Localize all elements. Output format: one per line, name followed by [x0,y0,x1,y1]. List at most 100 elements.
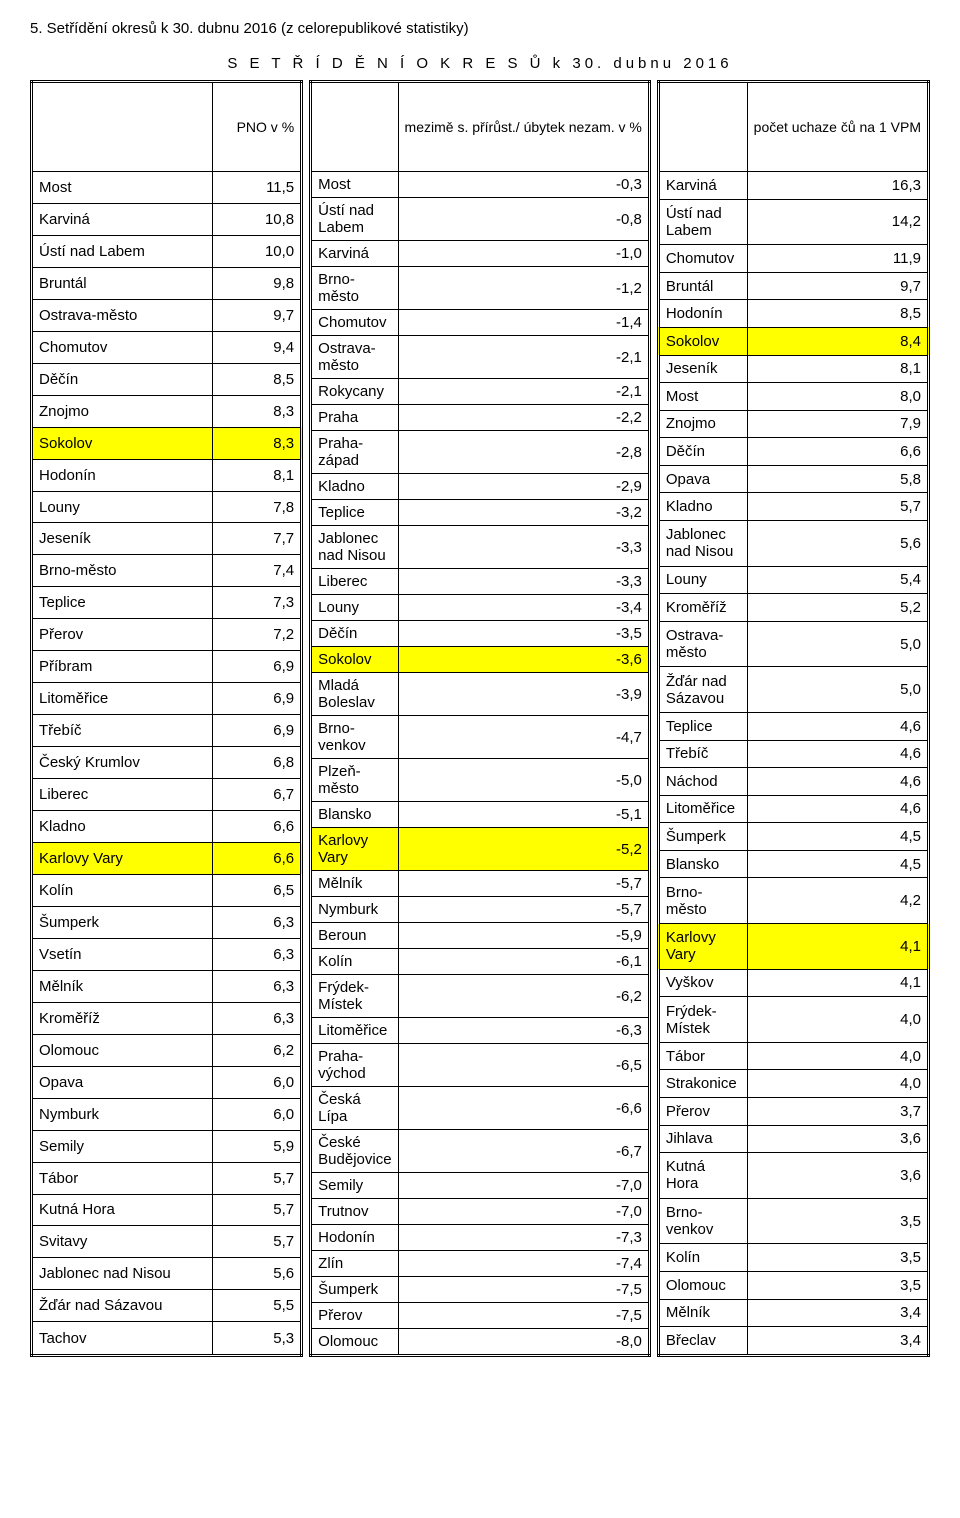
table-row: Bruntál9,8 [32,267,302,299]
table-pno: PNO v % Most11,5Karviná10,8Ústí nad Labe… [30,80,303,1357]
district-value: 6,3 [213,1002,302,1034]
district-name: Břeclav [658,1327,747,1356]
district-name: Karlovy Vary [311,828,398,871]
table-row: Teplice7,3 [32,587,302,619]
district-value: 14,2 [747,199,928,245]
table-row: Olomouc6,2 [32,1034,302,1066]
table-row: Kutná Hora5,7 [32,1194,302,1226]
table-row: Jihlava3,6 [658,1125,928,1153]
district-name: Semily [311,1173,398,1199]
table-row: Děčín6,6 [658,438,928,466]
district-name: Třebíč [658,740,747,768]
table-row: Frýdek-Místek-6,2 [311,975,650,1018]
district-value: 5,0 [747,621,928,667]
table-row: Šumperk-7,5 [311,1277,650,1303]
district-value: -6,1 [398,949,649,975]
district-value: 5,7 [747,493,928,521]
district-value: -5,9 [398,923,649,949]
district-name: Karviná [311,241,398,267]
district-value: 6,3 [213,970,302,1002]
district-value: 10,0 [213,235,302,267]
district-value: -1,4 [398,310,649,336]
district-value: 8,3 [213,427,302,459]
district-name: Mělník [32,970,213,1002]
district-name: Semily [32,1130,213,1162]
district-value: 6,3 [213,938,302,970]
table-row: Strakonice4,0 [658,1070,928,1098]
district-value: -3,3 [398,569,649,595]
district-name: Kladno [658,493,747,521]
table-row: Jablonec nad Nisou5,6 [658,520,928,566]
district-name: Kutná Hora [658,1153,747,1199]
table-row: Louny-3,4 [311,595,650,621]
district-value: 6,7 [213,779,302,811]
table-row: Semily5,9 [32,1130,302,1162]
district-name: Ostrava-město [658,621,747,667]
district-value: 3,4 [747,1327,928,1356]
table-row: Liberec-3,3 [311,569,650,595]
table-row: Karlovy Vary-5,2 [311,828,650,871]
district-value: 5,7 [213,1162,302,1194]
table-row: Žďár nad Sázavou5,5 [32,1290,302,1322]
district-name: Bruntál [658,272,747,300]
table-row: Kroměříž5,2 [658,594,928,622]
district-name: Ostrava-město [311,336,398,379]
table-row: Teplice-3,2 [311,500,650,526]
district-value: -7,5 [398,1303,649,1329]
district-name: Hodonín [32,459,213,491]
district-name: Chomutov [32,331,213,363]
district-value: -8,0 [398,1329,649,1356]
table-row: Opava6,0 [32,1066,302,1098]
district-name: Plzeň-město [311,759,398,802]
district-name: Rokycany [311,379,398,405]
table-row: Litoměřice6,9 [32,683,302,715]
district-value: 6,0 [213,1098,302,1130]
district-value: -3,3 [398,526,649,569]
district-value: 5,6 [213,1258,302,1290]
district-value: 4,1 [747,969,928,997]
table-row: Jablonec nad Nisou5,6 [32,1258,302,1290]
district-value: 3,7 [747,1097,928,1125]
table-row: Kroměříž6,3 [32,1002,302,1034]
district-value: -6,7 [398,1130,649,1173]
district-name: Jihlava [658,1125,747,1153]
tables-container: PNO v % Most11,5Karviná10,8Ústí nad Labe… [30,80,930,1357]
district-value: 6,2 [213,1034,302,1066]
district-value: 5,6 [747,520,928,566]
district-value: 5,0 [747,667,928,713]
district-name: Brno-město [658,878,747,924]
district-value: -5,7 [398,871,649,897]
district-value: -3,6 [398,647,649,673]
district-name: Kolín [658,1244,747,1272]
table-row: Litoměřice-6,3 [311,1018,650,1044]
table-row: Brno-město7,4 [32,555,302,587]
district-name: Třebíč [32,715,213,747]
table-row: Žďár nad Sázavou5,0 [658,667,928,713]
district-value: -7,4 [398,1251,649,1277]
district-value: 3,6 [747,1125,928,1153]
table-row: Blansko4,5 [658,850,928,878]
district-name: Blansko [658,850,747,878]
district-value: -0,3 [398,172,649,198]
table-row: Liberec6,7 [32,779,302,811]
table-row: Česká Lípa-6,6 [311,1087,650,1130]
district-name: Teplice [32,587,213,619]
district-name: Mladá Boleslav [311,673,398,716]
district-name: Teplice [311,500,398,526]
district-value: 11,5 [213,172,302,204]
table-row: Sokolov8,4 [658,327,928,355]
col3-header-value: počet uchaze čů na 1 VPM [747,82,928,172]
district-value: 4,2 [747,878,928,924]
district-name: Blansko [311,802,398,828]
table-row: Tábor5,7 [32,1162,302,1194]
district-name: Brno-venkov [658,1198,747,1244]
table-row: Hodonín8,5 [658,300,928,328]
table-row: Rokycany-2,1 [311,379,650,405]
district-value: 8,1 [213,459,302,491]
table-row: Karviná-1,0 [311,241,650,267]
district-value: 6,6 [213,811,302,843]
table-row: Ústí nad Labem-0,8 [311,198,650,241]
table-row: Bruntál9,7 [658,272,928,300]
district-value: -5,1 [398,802,649,828]
district-value: -2,1 [398,336,649,379]
